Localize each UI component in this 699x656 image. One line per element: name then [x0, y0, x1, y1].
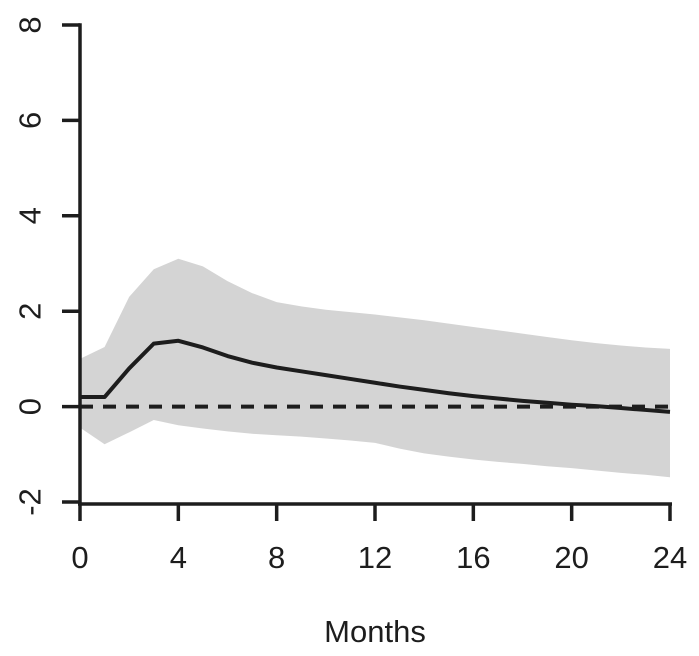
y-axis: [62, 23, 82, 504]
x-tick-label: 4: [170, 540, 187, 575]
x-tick-label: 12: [358, 540, 392, 575]
x-tick-label: 0: [71, 540, 88, 575]
x-tick-label: 8: [268, 540, 285, 575]
y-tick-labels: -2 0 2 4 6 8: [13, 16, 48, 515]
y-tick-label: 2: [13, 303, 48, 320]
x-tick-label: 20: [554, 540, 588, 575]
confidence-band-area: [80, 258, 670, 478]
y-tick-label: 6: [13, 112, 48, 129]
y-tick-label: 8: [13, 16, 48, 33]
y-tick-label: -2: [13, 488, 48, 516]
impulse-response-line: [80, 338, 671, 414]
x-tick-label: 24: [653, 540, 687, 575]
confidence-band: [80, 258, 670, 478]
y-tick-label: 4: [13, 207, 48, 224]
y-tick-label: 0: [13, 398, 48, 415]
x-axis: [78, 502, 672, 521]
x-tick-labels: 0 4 8 12 16 20 24: [71, 540, 687, 575]
x-axis-title: Months: [324, 614, 426, 649]
response-curve: [80, 338, 671, 414]
x-tick-label: 16: [456, 540, 490, 575]
